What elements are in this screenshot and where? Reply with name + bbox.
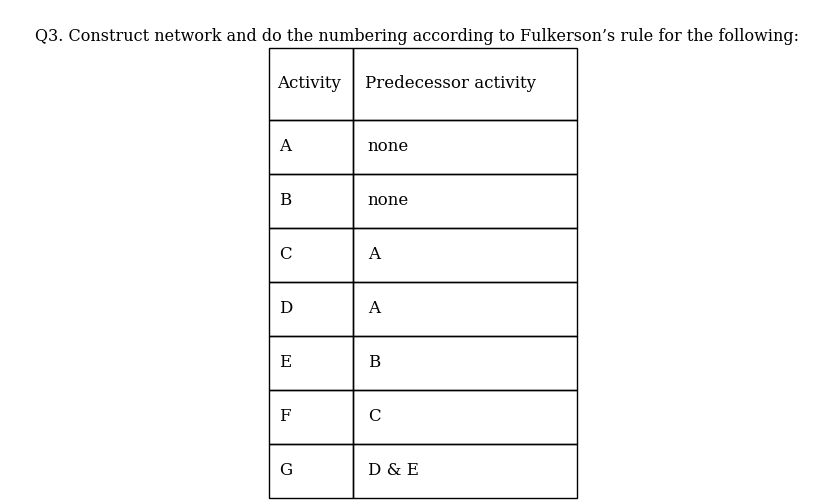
Text: A: A <box>368 300 380 317</box>
Text: A: A <box>368 246 380 263</box>
Text: Activity: Activity <box>278 75 341 92</box>
Text: C: C <box>279 246 292 263</box>
Text: G: G <box>279 462 293 479</box>
Text: Q3. Construct network and do the numbering according to Fulkerson’s rule for the: Q3. Construct network and do the numberi… <box>35 28 799 45</box>
Text: F: F <box>279 408 291 425</box>
Text: B: B <box>368 354 380 371</box>
Text: B: B <box>279 192 292 209</box>
Text: Predecessor activity: Predecessor activity <box>364 75 536 92</box>
Text: D & E: D & E <box>368 462 419 479</box>
Text: none: none <box>368 138 409 155</box>
Text: A: A <box>279 138 291 155</box>
Text: none: none <box>368 192 409 209</box>
Text: C: C <box>368 408 380 425</box>
Text: E: E <box>279 354 292 371</box>
Text: D: D <box>279 300 293 317</box>
